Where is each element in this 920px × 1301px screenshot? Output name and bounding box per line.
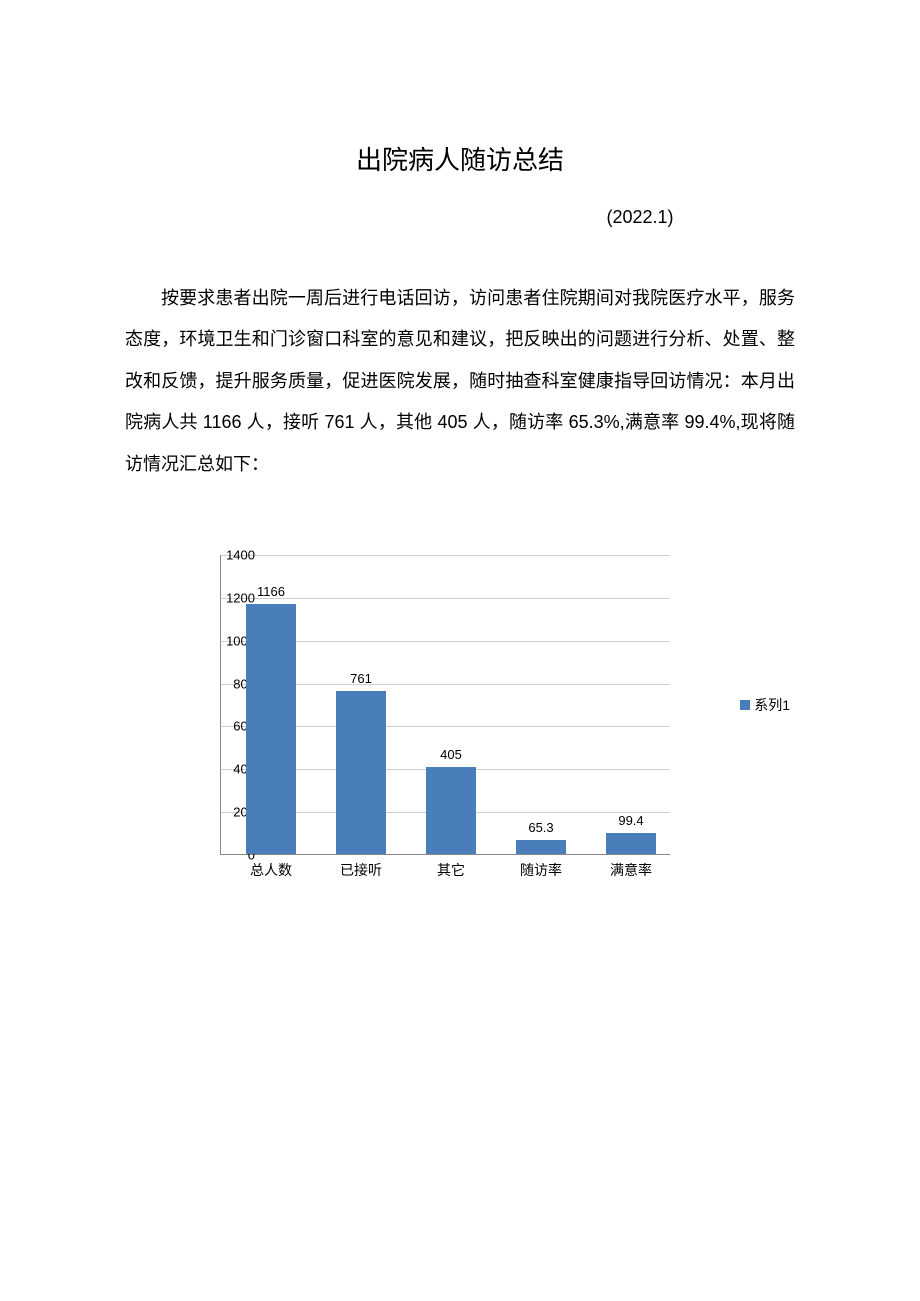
bar-value-label: 405	[416, 747, 486, 762]
y-tick-label: 1400	[220, 547, 255, 562]
gridline	[221, 555, 670, 556]
legend-label: 系列1	[754, 695, 790, 715]
x-tick-label: 其它	[416, 860, 486, 880]
x-tick-label: 随访率	[506, 860, 576, 880]
bar-value-label: 65.3	[506, 820, 576, 835]
chart-bar	[336, 691, 386, 854]
chart-bar	[426, 767, 476, 854]
chart-bar	[606, 833, 656, 854]
page-title: 出院病人随访总结	[0, 140, 920, 177]
chart-bar	[516, 840, 566, 854]
body-paragraph: 按要求患者出院一周后进行电话回访，访问患者住院期间对我院医疗水平，服务态度，环境…	[0, 278, 920, 485]
chart-bar	[246, 604, 296, 854]
x-tick-label: 已接听	[326, 860, 396, 880]
x-tick-label: 总人数	[236, 860, 306, 880]
x-tick-label: 满意率	[596, 860, 666, 880]
bar-value-label: 1166	[236, 584, 306, 599]
page-subtitle: (2022.1)	[0, 207, 920, 228]
chart-plot-area: 02004006008001000120014001166总人数761已接听40…	[220, 555, 670, 855]
chart-legend: 系列1	[740, 695, 790, 715]
legend-swatch	[740, 700, 750, 710]
chart: 02004006008001000120014001166总人数761已接听40…	[180, 555, 790, 895]
bar-value-label: 761	[326, 671, 396, 686]
bar-value-label: 99.4	[596, 813, 666, 828]
